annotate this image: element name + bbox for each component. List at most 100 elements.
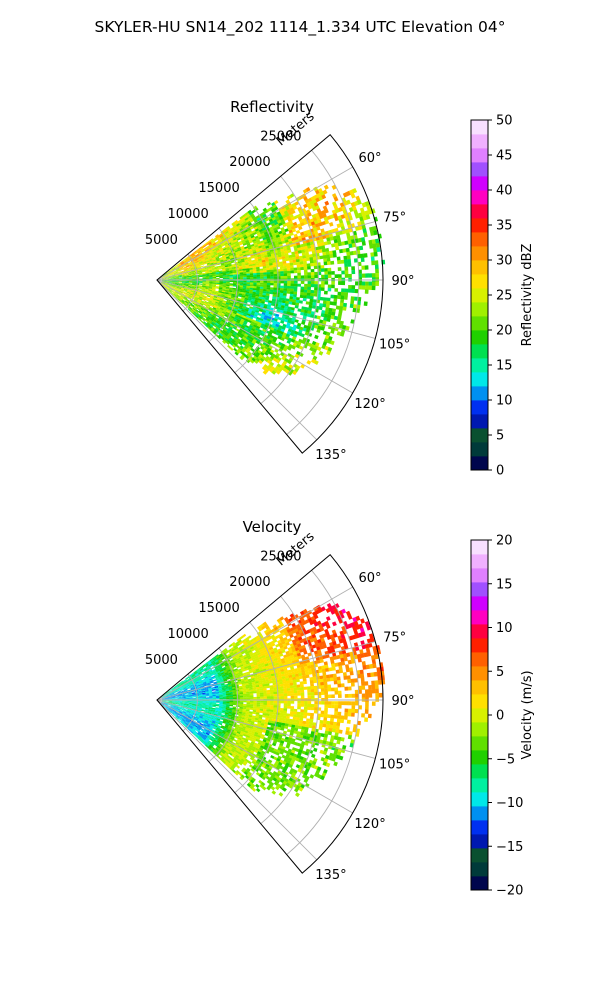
radar-gate: [251, 209, 256, 214]
radar-gate: [168, 698, 173, 699]
radar-gate: [213, 663, 217, 667]
radar-gate: [244, 318, 249, 322]
radar-gate: [234, 248, 238, 252]
radar-gate: [233, 277, 237, 280]
radar-gate: [322, 341, 328, 346]
radar-gate: [201, 249, 205, 253]
radar-gate: [251, 297, 256, 300]
radar-gate: [262, 266, 267, 269]
radar-gate: [361, 224, 366, 230]
radar-gate: [270, 341, 276, 345]
azimuth-spoke: [156, 279, 318, 441]
radar-gate: [370, 230, 375, 236]
radar-gate: [178, 283, 182, 285]
radar-gate: [284, 672, 289, 677]
radar-gate: [274, 355, 279, 360]
radar-gate: [191, 692, 196, 695]
radar-gate: [282, 323, 287, 328]
radar-gate: [303, 663, 308, 667]
radar-gate: [169, 270, 173, 273]
radar-gate: [324, 219, 330, 225]
radar-gate: [232, 271, 237, 274]
radar-gate: [231, 265, 236, 268]
radar-gate: [248, 264, 253, 267]
radar-gate: [221, 254, 226, 258]
radar-gate: [251, 328, 256, 332]
radar-gate: [247, 245, 252, 249]
radar-gate: [213, 306, 217, 309]
radar-gate: [180, 301, 184, 304]
radar-gate: [174, 684, 178, 688]
radar-gate: [181, 694, 186, 696]
radar-gate: [234, 341, 239, 345]
radar-gate: [184, 692, 189, 694]
radar-gate: [218, 687, 223, 690]
radar-gate: [186, 298, 190, 302]
radar-gate: [161, 698, 166, 700]
radar-gate: [284, 252, 289, 257]
radar-gate: [260, 660, 265, 664]
radar-gate: [237, 219, 242, 224]
radar-gate: [221, 311, 226, 315]
radar-gate: [290, 687, 294, 691]
radar-gate: [214, 659, 219, 663]
radar-gate: [258, 680, 263, 684]
radar-gate: [220, 242, 225, 246]
radar-gate: [259, 292, 263, 296]
radar-gate: [236, 236, 240, 240]
radar-gate: [245, 292, 250, 295]
radar-gate: [236, 277, 240, 280]
radar-gate: [255, 357, 261, 362]
radar-gate: [200, 308, 204, 312]
radar-gate: [177, 272, 182, 274]
radar-gate: [249, 646, 255, 650]
radar-gate: [179, 290, 184, 293]
radar-gate: [204, 242, 208, 246]
radar-gate: [219, 691, 223, 694]
radar-gate: [171, 281, 176, 282]
radar-gate: [170, 691, 174, 694]
radar-gate: [184, 689, 188, 692]
radar-gate: [362, 665, 367, 670]
radar-gate: [266, 291, 270, 294]
radar-gate: [293, 286, 298, 290]
radar-gate: [253, 255, 258, 258]
radar-gate: [204, 243, 209, 247]
radar-gate: [363, 253, 368, 258]
radar-gate: [178, 293, 182, 296]
radar-gate: [300, 275, 305, 279]
radar-gate: [175, 277, 179, 278]
radar-gate: [196, 256, 201, 259]
radar-gate: [244, 257, 248, 261]
radar-gate: [178, 283, 182, 285]
radar-gate: [164, 275, 168, 277]
radar-gate: [167, 694, 172, 696]
radar-gate: [239, 303, 244, 307]
radar-gate: [201, 669, 205, 673]
radar-gate: [231, 242, 236, 246]
radar-gate: [332, 301, 337, 306]
radar-gate: [345, 228, 350, 234]
radar-gate: [252, 658, 257, 663]
radar-gate: [198, 311, 202, 315]
radar-gate: [283, 285, 288, 289]
radar-gate: [261, 639, 266, 644]
radar-gate: [250, 329, 255, 334]
radar-gate: [204, 675, 208, 678]
radar-gate: [175, 696, 179, 698]
radar-gate: [283, 268, 288, 272]
radar-gate: [294, 305, 299, 309]
radar-gate: [272, 682, 277, 686]
radar-gate: [173, 690, 177, 692]
radar-gate: [229, 691, 233, 694]
radar-gate: [297, 250, 302, 254]
radar-gate: [273, 280, 278, 284]
radar-gate: [306, 257, 310, 261]
radar-gate: [229, 693, 233, 695]
radar-gate: [185, 697, 190, 699]
radar-gate: [340, 657, 345, 663]
radar-gate: [353, 678, 358, 683]
radar-gate: [206, 682, 211, 685]
radar-gate: [171, 686, 175, 690]
radar-gate: [168, 289, 172, 292]
